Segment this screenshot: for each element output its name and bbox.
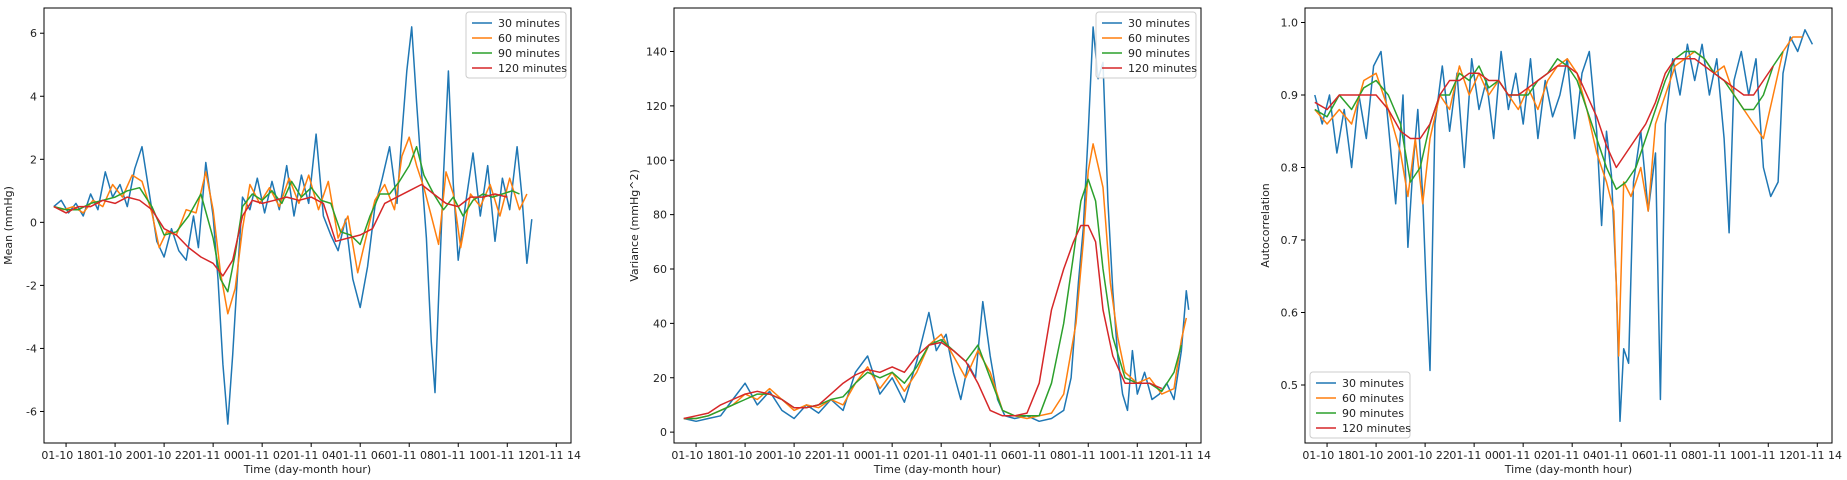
chart-panel-2: 01-10 18 01-10 20 01-10 22 01-11 00 01-11 02… bbox=[628, 7, 1211, 476]
x-tick-label: 01-11 06 bbox=[965, 449, 1014, 462]
x-tick-label: 01-11 06 bbox=[335, 449, 384, 462]
x-tick-label: 01-11 14 bbox=[532, 449, 581, 462]
y-axis-label: Autocorrelation bbox=[1259, 183, 1272, 268]
y-tick-label: -6 bbox=[26, 405, 37, 418]
y-tick-label: 2 bbox=[30, 153, 37, 166]
y-tick-label: 0.7 bbox=[1281, 234, 1299, 247]
x-tick-label: 01-11 08 bbox=[1645, 449, 1694, 462]
x-tick-label: 01-11 00 bbox=[1449, 449, 1498, 462]
legend-label: 120 minutes bbox=[498, 62, 567, 75]
x-tick-label: 01-11 04 bbox=[286, 449, 335, 462]
x-tick-label: 01-10 18 bbox=[671, 449, 720, 462]
y-tick-label: 0 bbox=[660, 426, 667, 439]
legend-label: 30 minutes bbox=[498, 17, 560, 30]
legend-label: 60 minutes bbox=[1342, 392, 1404, 405]
legend: 30 minutes 60 minutes 90 minutes 120 minute… bbox=[1095, 11, 1197, 79]
y-tick-label: 40 bbox=[653, 317, 667, 330]
series-line-60-minutes bbox=[683, 143, 1188, 420]
series-line-60-minutes bbox=[1314, 36, 1803, 357]
y-tick-label: 120 bbox=[646, 100, 667, 113]
plot-frame bbox=[673, 7, 1202, 444]
x-axis-label: Time (day-month hour) bbox=[873, 463, 1001, 476]
y-tick-label: 20 bbox=[653, 372, 667, 385]
x-tick-label: 01-11 00 bbox=[188, 449, 237, 462]
series-line-90-minutes bbox=[1314, 50, 1784, 191]
x-tick-label: 01-10 20 bbox=[90, 449, 139, 462]
legend-box bbox=[465, 11, 567, 79]
legend-label: 30 minutes bbox=[1128, 17, 1190, 30]
x-tick-label: 01-11 12 bbox=[1113, 449, 1162, 462]
x-tick-label: 01-11 14 bbox=[1162, 449, 1211, 462]
x-tick-label: 01-11 08 bbox=[384, 449, 433, 462]
x-axis-label: Time (day-month hour) bbox=[1504, 463, 1632, 476]
y-tick-label: 0.6 bbox=[1281, 307, 1299, 320]
y-tick-label: -4 bbox=[26, 342, 37, 355]
legend-label: 90 minutes bbox=[1128, 47, 1190, 60]
chart-panel-1: 01-10 18 01-10 20 01-10 22 01-11 00 01-11 02… bbox=[2, 7, 581, 476]
legend-box bbox=[1095, 11, 1197, 79]
x-tick-label: 01-11 14 bbox=[1793, 449, 1842, 462]
y-tick-label: 100 bbox=[646, 154, 667, 167]
y-axis-label: Mean (mmHg) bbox=[2, 186, 15, 265]
legend-label: 120 minutes bbox=[1342, 422, 1411, 435]
x-tick-label: 01-10 20 bbox=[1351, 449, 1400, 462]
x-tick-label: 01-11 04 bbox=[1547, 449, 1596, 462]
x-tick-label: 01-10 22 bbox=[139, 449, 188, 462]
y-tick-label: 4 bbox=[30, 90, 37, 103]
series-line-30-minutes bbox=[1314, 29, 1814, 423]
series-line-60-minutes bbox=[53, 136, 528, 315]
series-line-30-minutes bbox=[53, 26, 533, 425]
x-tick-label: 01-11 06 bbox=[1596, 449, 1645, 462]
legend-label: 120 minutes bbox=[1128, 62, 1197, 75]
y-axis-label: Variance (mmHg^2) bbox=[628, 169, 641, 282]
y-tick-label: 6 bbox=[30, 27, 37, 40]
legend: 30 minutes 60 minutes 90 minutes 120 minute… bbox=[465, 11, 567, 79]
y-tick-label: 60 bbox=[653, 263, 667, 276]
x-tick-label: 01-11 02 bbox=[867, 449, 916, 462]
legend-label: 90 minutes bbox=[498, 47, 560, 60]
x-tick-label: 01-10 20 bbox=[720, 449, 769, 462]
series-line-90-minutes bbox=[683, 178, 1183, 420]
y-tick-label: 0 bbox=[30, 216, 37, 229]
series-line-120-minutes bbox=[1314, 58, 1774, 169]
x-tick-label: 01-10 22 bbox=[1400, 449, 1449, 462]
plot-frame bbox=[43, 7, 572, 444]
x-tick-label: 01-11 00 bbox=[818, 449, 867, 462]
x-tick-label: 01-11 10 bbox=[1695, 449, 1744, 462]
legend: 30 minutes 60 minutes 90 minutes 120 minute… bbox=[1309, 371, 1411, 439]
chart-panel-3: 01-10 18 01-10 20 01-10 22 01-11 00 01-11 02… bbox=[1259, 7, 1842, 476]
x-tick-label: 01-11 04 bbox=[916, 449, 965, 462]
x-tick-label: 01-11 08 bbox=[1014, 449, 1063, 462]
x-tick-label: 01-11 12 bbox=[483, 449, 532, 462]
x-tick-label: 01-10 18 bbox=[1302, 449, 1351, 462]
series-line-120-minutes bbox=[53, 183, 508, 277]
y-tick-label: 1.0 bbox=[1281, 17, 1299, 30]
y-tick-label: 0.8 bbox=[1281, 162, 1299, 175]
x-tick-label: 01-10 22 bbox=[769, 449, 818, 462]
series-line-30-minutes bbox=[683, 26, 1190, 423]
legend-label: 90 minutes bbox=[1342, 407, 1404, 420]
x-tick-label: 01-11 02 bbox=[237, 449, 286, 462]
legend-label: 30 minutes bbox=[1342, 377, 1404, 390]
x-tick-label: 01-11 02 bbox=[1498, 449, 1547, 462]
legend-box bbox=[1309, 371, 1411, 439]
y-tick-label: 0.9 bbox=[1281, 89, 1299, 102]
y-tick-label: 0.5 bbox=[1281, 379, 1299, 392]
x-tick-label: 01-11 12 bbox=[1744, 449, 1793, 462]
x-axis-label: Time (day-month hour) bbox=[243, 463, 371, 476]
x-tick-label: 01-10 18 bbox=[41, 449, 90, 462]
plot-frame bbox=[1304, 7, 1833, 444]
legend-label: 60 minutes bbox=[1128, 32, 1190, 45]
legend-label: 60 minutes bbox=[498, 32, 560, 45]
y-tick-label: 80 bbox=[653, 209, 667, 222]
y-tick-label: -2 bbox=[26, 279, 37, 292]
x-tick-label: 01-11 10 bbox=[434, 449, 483, 462]
x-tick-label: 01-11 10 bbox=[1064, 449, 1113, 462]
y-tick-label: 140 bbox=[646, 46, 667, 59]
series-line-90-minutes bbox=[53, 145, 520, 293]
series-line-120-minutes bbox=[683, 224, 1163, 420]
